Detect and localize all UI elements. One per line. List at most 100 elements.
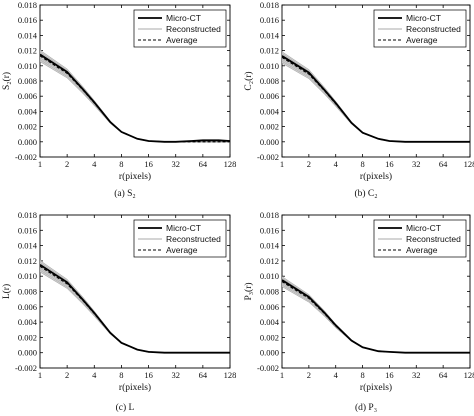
micro-ct-line bbox=[282, 55, 470, 143]
reconstructed-line bbox=[282, 282, 470, 354]
panel-caption: (a) S₂ bbox=[114, 188, 136, 199]
x-tick-label: 16 bbox=[385, 370, 394, 380]
y-tick-label: 0.008 bbox=[18, 287, 37, 297]
y-tick-label: 0.016 bbox=[18, 15, 37, 25]
y-axis-label: P₃(r) bbox=[243, 282, 254, 300]
y-tick-label: 0.002 bbox=[18, 122, 37, 132]
legend-label: Micro-CT bbox=[166, 13, 201, 23]
x-tick-label: 8 bbox=[360, 159, 364, 169]
y-axis-label: C₂(r) bbox=[243, 71, 254, 90]
legend-label: Micro-CT bbox=[406, 223, 441, 233]
reconstructed-line bbox=[282, 281, 470, 353]
reconstructed-band bbox=[282, 51, 470, 143]
x-tick-label: 64 bbox=[439, 159, 448, 169]
x-tick-label: 32 bbox=[171, 370, 180, 380]
y-tick-label: 0.018 bbox=[260, 210, 279, 220]
micro-ct-line bbox=[282, 279, 470, 354]
x-tick-label: 64 bbox=[199, 159, 208, 169]
average-line bbox=[282, 56, 470, 143]
reconstructed-line bbox=[40, 55, 230, 143]
plot-area bbox=[282, 276, 470, 354]
y-tick-label: 0.004 bbox=[260, 317, 280, 327]
y-tick-label: 0.006 bbox=[260, 302, 279, 312]
y-tick-label: 0.006 bbox=[18, 302, 37, 312]
plot-area bbox=[40, 260, 230, 354]
x-tick-label: 2 bbox=[307, 370, 311, 380]
chart-panel-0: 1 2 4 8 16 32 64 128 -0.002 0.000 0.002 0.004 0.006 0… bbox=[1, 0, 236, 199]
x-axis-label: r(pixels) bbox=[119, 171, 151, 182]
y-axis-label: L(r) bbox=[1, 284, 12, 299]
y-tick-label: 0.000 bbox=[260, 137, 279, 147]
y-tick-label: 0.000 bbox=[260, 348, 279, 358]
x-tick-label: 4 bbox=[92, 370, 97, 380]
chart-panel-1: 1 2 4 8 16 32 64 128 -0.002 0.000 0.002 0.004 0.006 0… bbox=[243, 0, 474, 199]
reconstructed-line bbox=[282, 284, 470, 354]
x-tick-label: 128 bbox=[464, 159, 474, 169]
legend-label: Reconstructed bbox=[406, 234, 461, 244]
y-tick-label: 0.000 bbox=[18, 348, 37, 358]
y-tick-label: 0.014 bbox=[260, 30, 280, 40]
x-axis-label: r(pixels) bbox=[119, 382, 151, 393]
y-tick-label: 0.010 bbox=[260, 61, 279, 71]
panel-caption: (d) P₃ bbox=[355, 402, 377, 413]
legend-label: Micro-CT bbox=[406, 13, 441, 23]
reconstructed-band bbox=[282, 276, 470, 354]
reconstructed-band bbox=[40, 260, 230, 354]
legend-label: Reconstructed bbox=[166, 234, 221, 244]
average-line bbox=[282, 281, 470, 354]
panel-caption: (b) C₂ bbox=[354, 188, 377, 199]
y-tick-label: 0.008 bbox=[260, 76, 279, 86]
y-tick-label: 0.016 bbox=[260, 15, 279, 25]
x-tick-label: 8 bbox=[119, 370, 123, 380]
reconstructed-line bbox=[40, 51, 230, 142]
legend-label: Micro-CT bbox=[166, 223, 201, 233]
y-tick-label: -0.002 bbox=[257, 363, 279, 373]
reconstructed-line bbox=[40, 266, 230, 353]
x-tick-label: 8 bbox=[119, 159, 123, 169]
y-tick-label: 0.018 bbox=[18, 0, 37, 10]
x-tick-label: 64 bbox=[199, 370, 208, 380]
plot-area bbox=[40, 49, 230, 143]
y-tick-label: 0.016 bbox=[18, 225, 37, 235]
reconstructed-line bbox=[40, 49, 230, 142]
chart-panel-2: 1 2 4 8 16 32 64 128 -0.002 0.000 0.002 0.004 0.006 0… bbox=[1, 210, 236, 413]
legend-label: Average bbox=[406, 245, 438, 255]
x-tick-label: 32 bbox=[412, 159, 421, 169]
x-tick-label: 1 bbox=[38, 370, 42, 380]
y-tick-label: 0.016 bbox=[260, 225, 279, 235]
x-tick-label: 32 bbox=[412, 370, 421, 380]
y-tick-label: 0.014 bbox=[18, 241, 38, 251]
legend-label: Average bbox=[406, 35, 438, 45]
y-tick-label: -0.002 bbox=[15, 363, 37, 373]
reconstructed-line bbox=[282, 55, 470, 142]
y-tick-label: 0.006 bbox=[18, 91, 37, 101]
legend-label: Reconstructed bbox=[406, 24, 461, 34]
x-tick-label: 4 bbox=[334, 370, 339, 380]
x-tick-label: 32 bbox=[171, 159, 180, 169]
y-tick-label: 0.018 bbox=[260, 0, 279, 10]
x-tick-label: 8 bbox=[360, 370, 364, 380]
y-tick-label: 0.004 bbox=[18, 317, 38, 327]
y-tick-label: 0.008 bbox=[260, 287, 279, 297]
y-tick-label: 0.012 bbox=[18, 256, 37, 266]
y-tick-label: 0.018 bbox=[18, 210, 37, 220]
y-tick-label: -0.002 bbox=[15, 152, 37, 162]
average-line bbox=[40, 265, 230, 354]
x-axis-label: r(pixels) bbox=[360, 382, 392, 393]
reconstructed-line bbox=[282, 276, 470, 353]
x-tick-label: 128 bbox=[224, 159, 237, 169]
y-tick-label: 0.002 bbox=[260, 122, 279, 132]
y-tick-label: 0.002 bbox=[18, 332, 37, 342]
reconstructed-line bbox=[40, 262, 230, 353]
average-line bbox=[40, 55, 230, 143]
reconstructed-line bbox=[282, 53, 470, 142]
reconstructed-line bbox=[40, 53, 230, 142]
micro-ct-line bbox=[40, 263, 230, 354]
y-tick-label: 0.014 bbox=[18, 30, 38, 40]
x-tick-label: 4 bbox=[334, 159, 339, 169]
y-axis-label: S₂(r) bbox=[1, 72, 12, 90]
reconstructed-line bbox=[40, 260, 230, 353]
y-tick-label: 0.012 bbox=[260, 46, 279, 56]
